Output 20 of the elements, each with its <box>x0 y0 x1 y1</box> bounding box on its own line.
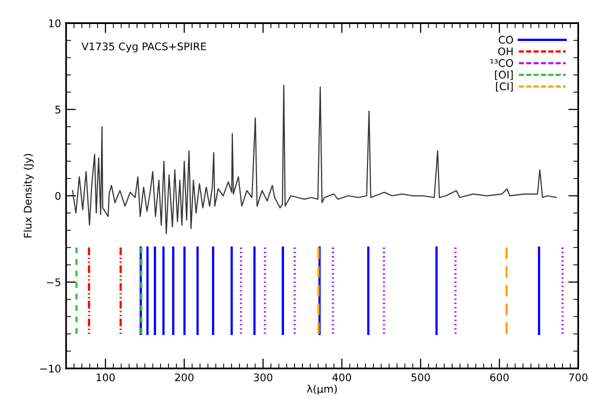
x-tick-label: 200 <box>175 373 194 382</box>
x-tick-label: 600 <box>490 373 509 382</box>
x-tick-label: 100 <box>96 373 115 382</box>
y-tick-label: 0 <box>55 192 61 200</box>
x-tick-label: 300 <box>254 373 272 382</box>
x-axis-title: λ(μm) <box>306 384 337 395</box>
y-tick-label: 5 <box>55 106 60 114</box>
legend-label: [OI] <box>495 70 513 80</box>
y-tick-label: −5 <box>46 278 60 286</box>
legend-label: CO <box>498 36 514 44</box>
y-tick-label: −10 <box>40 364 61 372</box>
x-tick-label: 500 <box>411 373 430 382</box>
text: V1735 Cyg PACS+SPIRE <box>82 42 206 52</box>
legend-label: OH <box>498 47 513 56</box>
legend-label: ¹³CO <box>490 59 514 67</box>
y-axis-title: Flux Density (Jy) <box>24 154 34 238</box>
legend-label: [CI] <box>496 82 513 92</box>
y-tick-label: 10 <box>49 19 61 28</box>
x-tick-label: 700 <box>569 373 588 382</box>
x-tick-label: 400 <box>332 373 352 382</box>
